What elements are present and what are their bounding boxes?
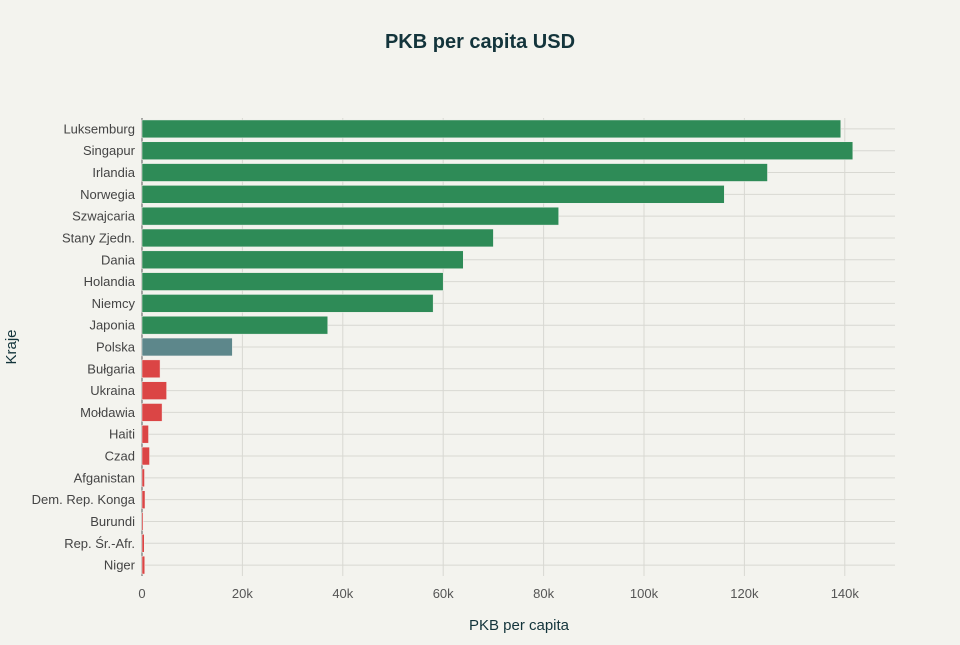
y-tick-label: Stany Zjedn. xyxy=(62,230,135,245)
x-tick-label: 60k xyxy=(433,586,454,601)
y-tick-label: Szwajcaria xyxy=(72,209,136,224)
y-tick-label: Norwegia xyxy=(80,187,136,202)
y-tick-label: Japonia xyxy=(89,318,135,333)
y-tick-label: Luksemburg xyxy=(63,121,135,136)
bar xyxy=(141,425,149,444)
bar xyxy=(141,141,854,160)
x-tick-label: 80k xyxy=(533,586,554,601)
y-tick-label: Niger xyxy=(104,558,136,573)
bar xyxy=(141,468,145,488)
bar xyxy=(141,490,146,509)
y-tick-label: Mołdawia xyxy=(80,405,136,420)
x-tick-label: 0 xyxy=(138,586,145,601)
y-tick-label: Czad xyxy=(105,449,135,464)
bar xyxy=(141,555,146,575)
bar xyxy=(141,294,434,313)
y-tick-label: Singapur xyxy=(83,143,136,158)
y-axis-label: Kraje xyxy=(3,329,20,364)
y-tick-label: Dania xyxy=(101,252,136,267)
bar xyxy=(141,359,161,379)
y-tick-label: Dem. Rep. Konga xyxy=(32,492,136,507)
y-tick-label: Burundi xyxy=(90,514,135,529)
y-tick-label: Rep. Śr.-Afr. xyxy=(64,536,135,551)
bar xyxy=(141,381,167,400)
x-tick-label: 20k xyxy=(232,586,253,601)
y-tick-label: Ukraina xyxy=(90,383,136,398)
y-tick-label: Irlandia xyxy=(92,165,135,180)
chart-title: PKB per capita USD xyxy=(385,31,575,53)
y-tick-label: Holandia xyxy=(84,274,136,289)
y-tick-label: Polska xyxy=(96,340,136,355)
bar xyxy=(141,272,444,291)
bar xyxy=(141,228,494,248)
y-tick-label: Haiti xyxy=(109,427,135,442)
bar xyxy=(141,534,145,553)
x-axis-label: PKB per capita xyxy=(469,617,570,634)
y-tick-label: Afganistan xyxy=(74,470,135,485)
bar xyxy=(141,512,144,531)
bar xyxy=(141,119,842,139)
bar xyxy=(141,446,150,466)
bar xyxy=(141,206,559,226)
bar xyxy=(141,250,464,269)
bar xyxy=(141,163,768,182)
bar xyxy=(141,185,725,204)
bar xyxy=(141,337,233,357)
bar xyxy=(141,403,163,422)
x-tick-label: 40k xyxy=(332,586,353,601)
y-tick-label: Niemcy xyxy=(92,296,136,311)
bar xyxy=(141,315,328,335)
x-tick-label: 120k xyxy=(730,586,759,601)
x-tick-label: 100k xyxy=(630,586,659,601)
x-tick-label: 140k xyxy=(831,586,860,601)
y-tick-label: Bułgaria xyxy=(87,361,135,376)
